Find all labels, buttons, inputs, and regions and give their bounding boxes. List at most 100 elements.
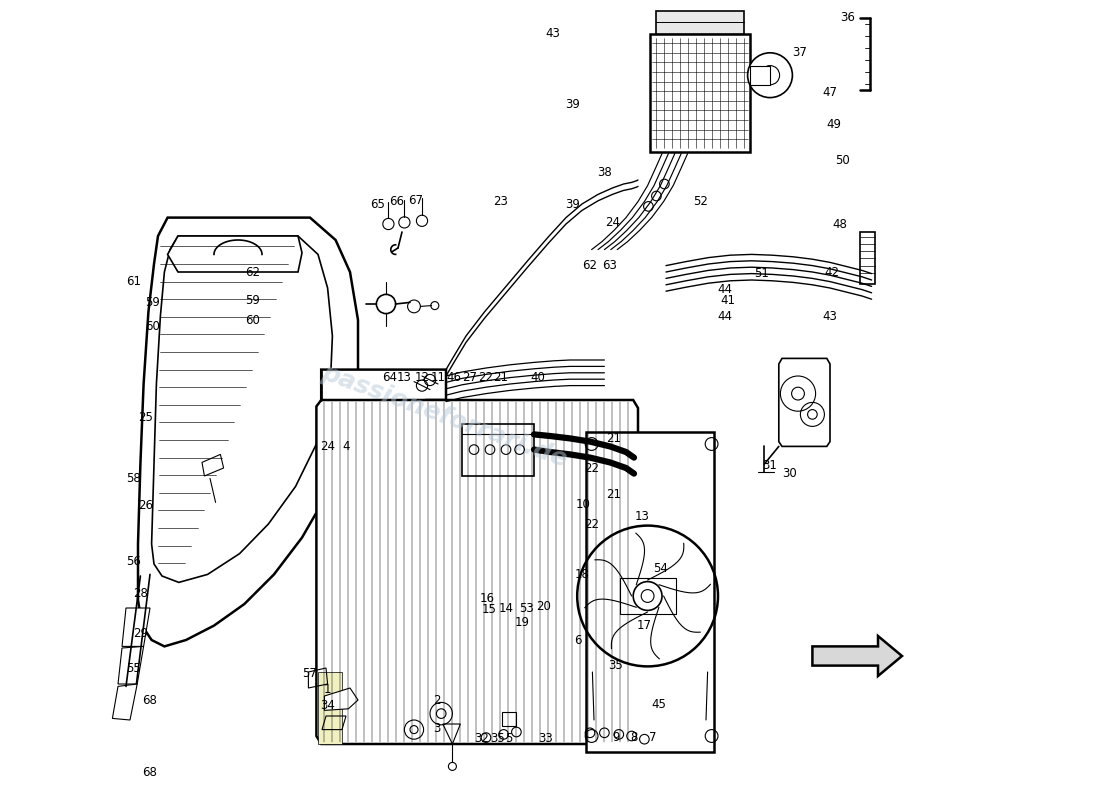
Text: 19: 19 — [515, 616, 529, 629]
Text: 24: 24 — [605, 216, 620, 229]
Polygon shape — [317, 400, 638, 744]
Text: 47: 47 — [823, 86, 837, 98]
Text: 35: 35 — [608, 659, 623, 672]
Text: 55: 55 — [126, 662, 142, 674]
Text: 49: 49 — [826, 118, 842, 130]
Text: 57: 57 — [302, 667, 318, 680]
Polygon shape — [138, 218, 358, 646]
Text: 8: 8 — [630, 731, 638, 744]
Text: 15: 15 — [482, 603, 496, 616]
Text: 45: 45 — [651, 698, 667, 710]
Text: 38: 38 — [597, 166, 612, 178]
Bar — [502, 712, 516, 726]
Bar — [657, 11, 744, 34]
Text: 39: 39 — [565, 98, 580, 110]
Text: 68: 68 — [143, 766, 157, 778]
Text: 61: 61 — [126, 275, 142, 288]
Text: 17: 17 — [637, 619, 652, 632]
Text: 65: 65 — [371, 198, 385, 210]
Text: 20: 20 — [536, 600, 551, 613]
Text: 22: 22 — [584, 462, 600, 474]
Text: 21: 21 — [606, 432, 621, 445]
Text: 5: 5 — [505, 732, 513, 745]
Text: 68: 68 — [143, 694, 157, 707]
Text: 59: 59 — [245, 294, 260, 306]
Text: 53: 53 — [518, 602, 534, 614]
Text: 3: 3 — [432, 722, 440, 734]
Text: 24: 24 — [320, 440, 336, 453]
Text: 10: 10 — [576, 498, 591, 510]
Text: 32: 32 — [474, 732, 490, 745]
Text: 16: 16 — [480, 592, 495, 605]
Polygon shape — [167, 236, 302, 272]
Text: 58: 58 — [126, 472, 142, 485]
Text: 54: 54 — [653, 562, 668, 574]
Text: 50: 50 — [835, 154, 849, 166]
Text: 51: 51 — [755, 267, 769, 280]
Text: 25: 25 — [139, 411, 153, 424]
Bar — [462, 424, 534, 476]
Polygon shape — [152, 236, 332, 582]
Bar — [860, 232, 875, 284]
Text: 13: 13 — [635, 510, 649, 522]
Text: 44: 44 — [717, 283, 732, 296]
Text: 26: 26 — [139, 499, 154, 512]
Polygon shape — [324, 688, 358, 710]
Text: 2: 2 — [432, 694, 440, 707]
Text: 36: 36 — [840, 11, 855, 24]
Text: 18: 18 — [574, 568, 590, 581]
Text: 48: 48 — [833, 218, 847, 230]
Text: 52: 52 — [693, 195, 707, 208]
Text: 9: 9 — [612, 731, 619, 744]
Text: 63: 63 — [602, 259, 617, 272]
Text: 66: 66 — [389, 195, 404, 208]
Bar — [750, 66, 770, 85]
Text: 7: 7 — [649, 731, 656, 744]
Polygon shape — [122, 608, 150, 646]
Text: 31: 31 — [762, 459, 778, 472]
Text: 60: 60 — [245, 314, 260, 326]
Polygon shape — [118, 646, 144, 684]
Text: 42: 42 — [824, 266, 839, 278]
Text: 11: 11 — [430, 371, 446, 384]
Text: passioneforrari.de: passioneforrari.de — [318, 360, 571, 472]
Text: 67: 67 — [408, 194, 424, 206]
Text: 39: 39 — [565, 198, 580, 210]
Polygon shape — [112, 684, 138, 720]
Text: 35: 35 — [491, 732, 505, 745]
Text: 21: 21 — [493, 371, 508, 384]
Text: 27: 27 — [462, 371, 477, 384]
Text: 12: 12 — [415, 371, 429, 384]
Text: 41: 41 — [720, 294, 735, 307]
Text: 33: 33 — [539, 732, 553, 745]
Text: 29: 29 — [133, 627, 147, 640]
Polygon shape — [779, 358, 830, 446]
Polygon shape — [318, 672, 342, 744]
Text: 34: 34 — [320, 699, 336, 712]
Polygon shape — [321, 370, 446, 406]
Text: 22: 22 — [478, 371, 494, 384]
Bar — [619, 578, 675, 614]
Text: 62: 62 — [583, 259, 597, 272]
Text: 37: 37 — [792, 46, 807, 58]
Text: 21: 21 — [606, 488, 621, 501]
Text: 62: 62 — [245, 266, 260, 278]
Text: 14: 14 — [498, 602, 514, 614]
Polygon shape — [813, 636, 902, 676]
Circle shape — [641, 590, 654, 602]
Text: 22: 22 — [584, 518, 600, 530]
Text: 6: 6 — [574, 634, 582, 646]
Text: 56: 56 — [126, 555, 142, 568]
Circle shape — [634, 582, 662, 610]
Text: 23: 23 — [493, 195, 508, 208]
Text: 4: 4 — [342, 440, 350, 453]
Text: 1: 1 — [323, 683, 331, 696]
Circle shape — [748, 53, 792, 98]
Text: 30: 30 — [782, 467, 797, 480]
Text: 13: 13 — [397, 371, 411, 384]
Text: 40: 40 — [530, 371, 546, 384]
Bar — [650, 34, 750, 152]
Text: 43: 43 — [546, 27, 561, 40]
Bar — [586, 432, 714, 752]
Text: 46: 46 — [447, 371, 462, 384]
